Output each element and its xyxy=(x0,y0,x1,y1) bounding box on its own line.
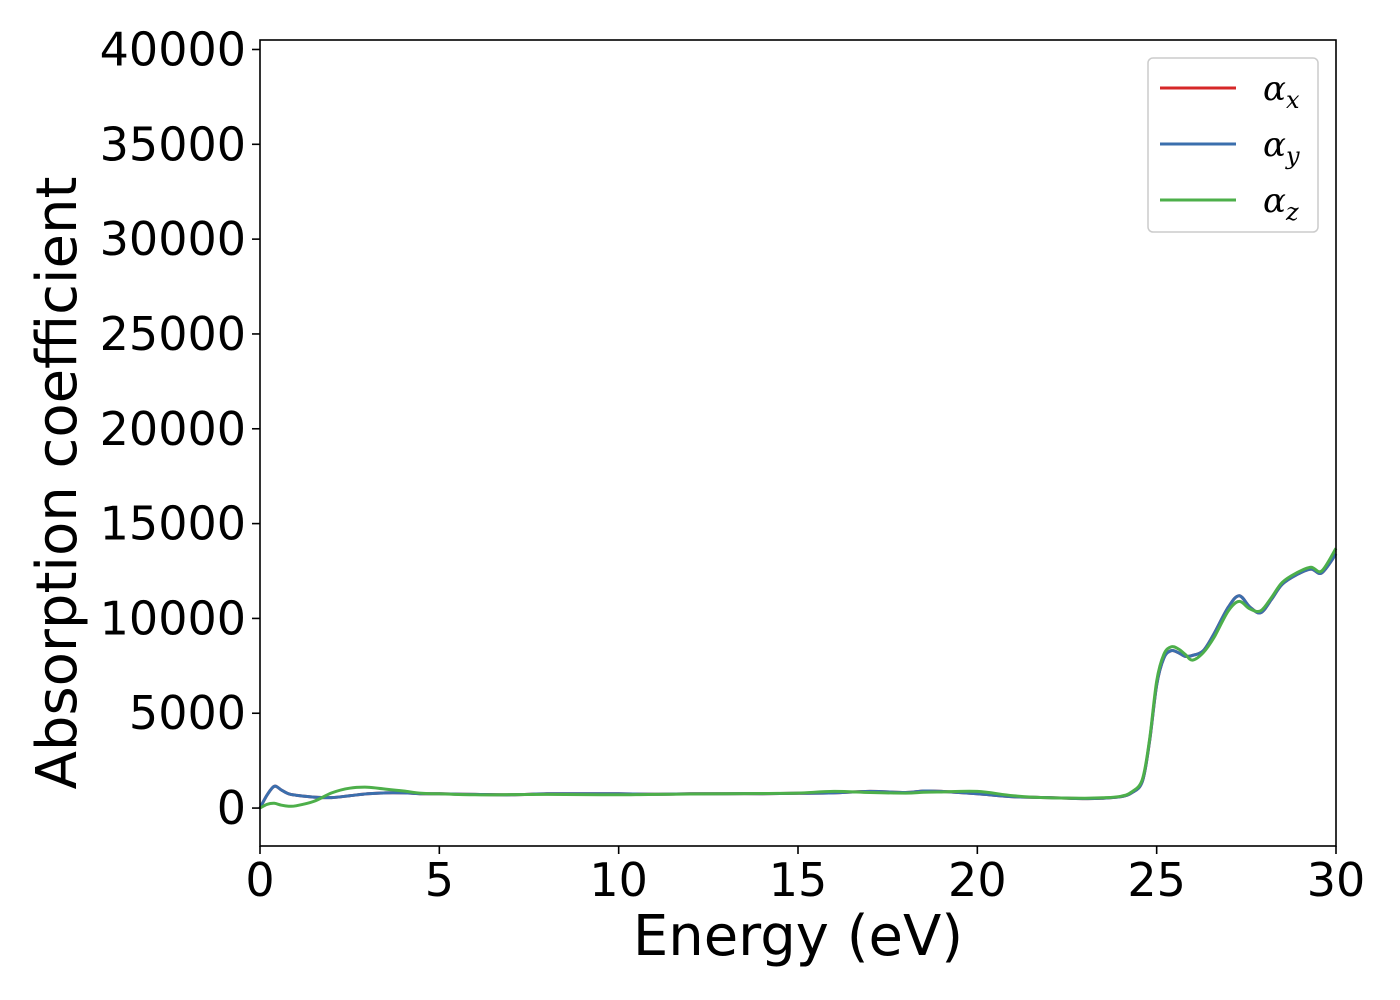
x-tick-label: 15 xyxy=(769,853,828,907)
y-tick-label: 15000 xyxy=(100,497,246,551)
series-line-y xyxy=(258,553,1338,809)
x-tick-label: 25 xyxy=(1127,853,1186,907)
x-axis-ticks: 0 5 10 15 20 25 30 xyxy=(245,846,1365,907)
y-tick-label: 20000 xyxy=(100,402,246,456)
y-axis-ticks: 0 5000 10000 15000 20000 25000 30000 35000 40000 xyxy=(100,22,260,835)
y-tick-label: 5000 xyxy=(129,686,246,740)
y-tick-label: 30000 xyxy=(100,212,246,266)
y-axis-label: Absorption coefficient xyxy=(25,177,90,790)
y-tick-label: 40000 xyxy=(100,22,246,76)
series-line-z xyxy=(259,547,1338,810)
y-tick-label: 0 xyxy=(217,781,246,835)
x-tick-label: 5 xyxy=(425,853,454,907)
series-line-x xyxy=(258,553,1338,809)
x-tick-label: 0 xyxy=(245,853,274,907)
x-tick-label: 30 xyxy=(1307,853,1366,907)
x-axis-label: Energy (eV) xyxy=(633,904,963,969)
x-tick-label: 20 xyxy=(948,853,1007,907)
y-tick-label: 35000 xyxy=(100,117,246,171)
series-layer xyxy=(258,547,1338,810)
y-tick-label: 10000 xyxy=(100,591,246,645)
y-tick-label: 25000 xyxy=(100,307,246,361)
x-tick-label: 10 xyxy=(589,853,648,907)
